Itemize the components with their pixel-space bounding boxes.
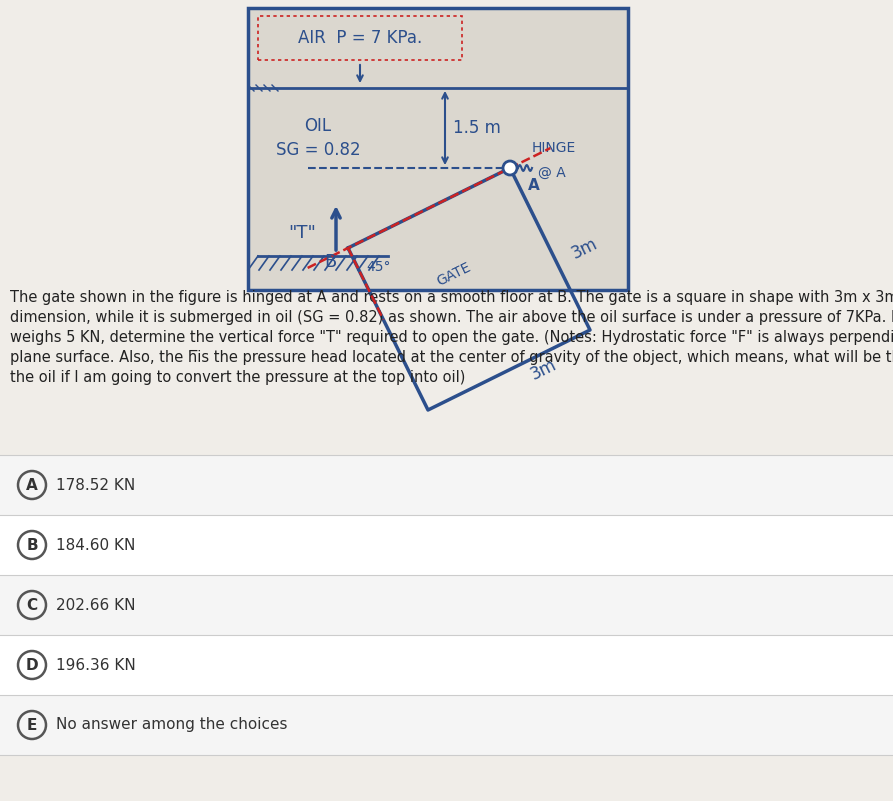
Text: E: E <box>27 718 38 732</box>
Text: B: B <box>324 253 336 271</box>
Text: 184.60 KN: 184.60 KN <box>56 537 136 553</box>
Text: OIL
SG = 0.82: OIL SG = 0.82 <box>276 117 360 159</box>
Bar <box>0 695 893 755</box>
Circle shape <box>503 161 517 175</box>
Text: AIR  P = 7 KPa.: AIR P = 7 KPa. <box>298 29 422 47</box>
Text: HINGE: HINGE <box>532 141 576 155</box>
Text: 45°: 45° <box>366 260 390 274</box>
Bar <box>0 635 893 695</box>
Text: 178.52 KN: 178.52 KN <box>56 477 135 493</box>
Text: "T": "T" <box>288 224 316 242</box>
Bar <box>0 515 893 575</box>
Text: B: B <box>26 537 38 553</box>
Text: plane surface. Also, the h̅is the pressure head located at the center of gravity: plane surface. Also, the h̅is the pressu… <box>10 350 893 365</box>
Bar <box>258 16 462 60</box>
Text: C: C <box>27 598 38 613</box>
Text: The gate shown in the figure is hinged at A and rests on a smooth floor at B. Th: The gate shown in the figure is hinged a… <box>10 290 893 305</box>
Bar <box>0 455 893 515</box>
Text: A: A <box>26 477 38 493</box>
Text: 202.66 KN: 202.66 KN <box>56 598 136 613</box>
Text: GATE: GATE <box>435 260 473 288</box>
Bar <box>248 8 628 290</box>
Text: 3m: 3m <box>568 235 600 263</box>
Text: the oil if I am going to convert the pressure at the top into oil): the oil if I am going to convert the pre… <box>10 370 465 385</box>
Text: No answer among the choices: No answer among the choices <box>56 718 288 732</box>
Text: @ A: @ A <box>538 166 566 180</box>
Text: D: D <box>26 658 38 673</box>
Text: 196.36 KN: 196.36 KN <box>56 658 136 673</box>
Text: A: A <box>528 179 539 194</box>
Text: dimension, while it is submerged in oil (SG = 0.82) as shown. The air above the : dimension, while it is submerged in oil … <box>10 310 893 325</box>
Bar <box>0 575 893 635</box>
Text: weighs 5 KN, determine the vertical force "T" required to open the gate. (Notes:: weighs 5 KN, determine the vertical forc… <box>10 330 893 345</box>
Text: 3m: 3m <box>527 356 559 384</box>
Text: 1.5 m: 1.5 m <box>453 119 501 137</box>
